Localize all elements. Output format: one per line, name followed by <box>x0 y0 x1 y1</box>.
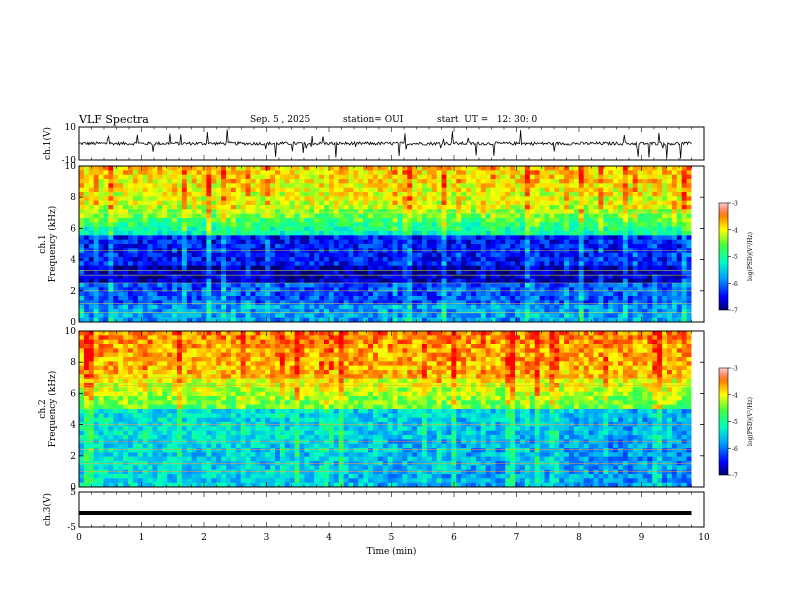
ch1-spectrogram-ylabel: Frequency (kHz) <box>47 206 58 283</box>
ch2-colorbar-tick-label: -3 <box>732 366 738 373</box>
ch1-colorbar-tick-label: -7 <box>732 308 738 315</box>
ch1-spectrogram-ytick-label: 2 <box>70 287 76 297</box>
ch1-colorbar-tick-label: -5 <box>732 254 738 261</box>
x-tick-label: 4 <box>326 533 332 543</box>
x-tick-label: 8 <box>576 533 582 543</box>
ch2-spectrogram-x-ticks <box>78 331 705 487</box>
ch1-waveform-ytick-label: 10 <box>65 123 77 133</box>
x-tick-label: 2 <box>201 533 207 543</box>
station-label: station= OUI <box>343 115 404 125</box>
ch2-spectrogram-ytick-label: 2 <box>70 452 76 462</box>
ch3-waveform-frame <box>78 491 705 528</box>
ch2-colorbar-tick-label: -6 <box>732 446 738 453</box>
ch2-spectrogram-blank <box>691 331 704 487</box>
ch1-colorbar-label: log(PSD)(V²/Hz) <box>747 232 754 281</box>
ch1-colorbar-tick-label: -6 <box>732 281 738 288</box>
x-tick-label: 10 <box>698 533 710 543</box>
ch1-spectrogram-blank <box>691 166 704 322</box>
x-tick-label: 5 <box>389 533 395 543</box>
ch3-waveform-ytick-label: 5 <box>70 488 76 498</box>
ch2-colorbar-tick-label: -5 <box>732 419 738 426</box>
ch2-spectrogram-ytick-label: 10 <box>65 327 77 337</box>
ch2-spectrogram-ytick-label: 6 <box>70 389 76 399</box>
ch2-spectrogram-ytick-label: 0 <box>70 483 76 493</box>
ch1-colorbar-tick-label: -3 <box>732 201 738 208</box>
ch1-waveform-x-ticks <box>78 127 705 160</box>
x-axis-label: Time (min) <box>367 546 417 557</box>
ch3-waveform-ylabel: ch.3(V) <box>42 493 53 526</box>
ch1-spectrogram-spectral-lines <box>79 212 692 313</box>
ch1-colorbar-fade <box>719 203 728 310</box>
ch2-spectrogram-spectral-lines <box>79 377 692 472</box>
ch2-spectrogram-ytick-label: 4 <box>70 421 76 431</box>
ch2-spectrogram-ylabel: Frequency (kHz) <box>47 371 58 448</box>
ch1-spectrogram-cells <box>79 166 692 323</box>
x-tick-label: 9 <box>639 533 645 543</box>
ch2-spectrogram-cells <box>79 331 692 488</box>
ch3-waveform-ytick-label: -5 <box>67 523 76 533</box>
ch2-colorbar-label: log(PSD)(V²/Hz) <box>747 397 754 446</box>
ch2-colorbar-tick-label: -7 <box>732 473 738 480</box>
ch2-spectrogram-ytick-label: 8 <box>70 358 76 368</box>
ch1-waveform-ytick-label: -10 <box>62 156 77 166</box>
figure-title: VLF Spectra <box>79 113 149 126</box>
ch1-spectrogram-ytick-label: 10 <box>65 162 77 172</box>
ch1-spectrogram-ytick-label: 4 <box>70 256 76 266</box>
x-tick-label: 1 <box>139 533 145 543</box>
ch1-spectrogram-ytick-label: 8 <box>70 193 76 203</box>
ch1-spectrogram-x-ticks <box>78 166 705 322</box>
date-label: Sep. 5 , 2025 <box>250 115 311 125</box>
ch1-waveform-trace <box>78 129 692 159</box>
ch2-colorbar-fade <box>719 368 728 475</box>
x-tick-label: 3 <box>264 533 270 543</box>
ch3-waveform-x-ticks <box>78 492 705 527</box>
ch1-spectrogram-ytick-label: 6 <box>70 224 76 234</box>
x-tick-label: 0 <box>76 533 82 543</box>
ch1-spectrogram-ytick-label: 0 <box>70 318 76 328</box>
ch1-colorbar-tick-label: -4 <box>732 227 738 234</box>
ch2-spectrogram-ylabel: ch.2 <box>38 399 48 418</box>
x-tick-label: 7 <box>514 533 520 543</box>
ch1-spectrogram-ylabel: ch.1 <box>38 234 48 253</box>
x-tick-label: 6 <box>451 533 457 543</box>
ch1-waveform-ylabel: ch.1(V) <box>42 127 53 160</box>
start-time-label: start UT = 12: 30: 0 <box>437 115 538 125</box>
ch2-colorbar-tick-label: -4 <box>732 392 738 399</box>
